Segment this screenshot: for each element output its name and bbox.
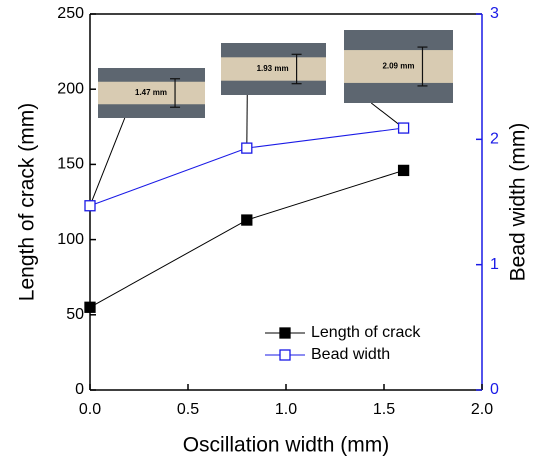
y2-tick-label: 2 <box>490 131 499 148</box>
x-axis-label: Oscillation width (mm) <box>183 434 390 457</box>
inset-label: 2.09 mm <box>382 62 414 71</box>
inset-label: 1.47 mm <box>135 88 167 97</box>
y2-axis-label: Bead width (mm) <box>507 123 530 282</box>
legend-marker <box>279 349 291 361</box>
y2-tick-label: 0 <box>490 381 499 398</box>
y-axis-label: Length of crack (mm) <box>16 103 39 301</box>
inset-bead <box>221 57 326 81</box>
inset-connector <box>89 117 126 206</box>
y2-tick-label: 3 <box>490 5 499 22</box>
marker <box>397 164 410 177</box>
y-tick-label: 250 <box>57 5 84 22</box>
marker <box>84 200 96 212</box>
y-tick-label: 150 <box>57 156 84 173</box>
x-tick-label: 0.5 <box>177 401 199 418</box>
inset-bead <box>344 50 453 83</box>
y-tick-label: 100 <box>57 231 84 248</box>
inset-label: 1.93 mm <box>257 64 289 73</box>
y2-tick-label: 1 <box>490 256 499 273</box>
x-tick-label: 2.0 <box>471 401 493 418</box>
series-line <box>89 169 404 308</box>
x-tick-label: 1.0 <box>275 401 297 418</box>
y-tick-label: 200 <box>57 80 84 97</box>
marker <box>241 214 253 226</box>
marker <box>241 142 253 154</box>
x-tick-label: 0.0 <box>79 401 101 418</box>
marker <box>397 122 410 134</box>
inset-bead <box>98 81 205 105</box>
marker <box>84 301 96 313</box>
x-tick-label: 1.5 <box>373 401 395 418</box>
legend-label: Length of crack <box>311 324 421 341</box>
y-tick-label: 50 <box>66 306 84 323</box>
legend-marker <box>279 327 291 339</box>
y-tick-label: 0 <box>75 381 84 398</box>
legend-label: Bead width <box>311 346 390 363</box>
